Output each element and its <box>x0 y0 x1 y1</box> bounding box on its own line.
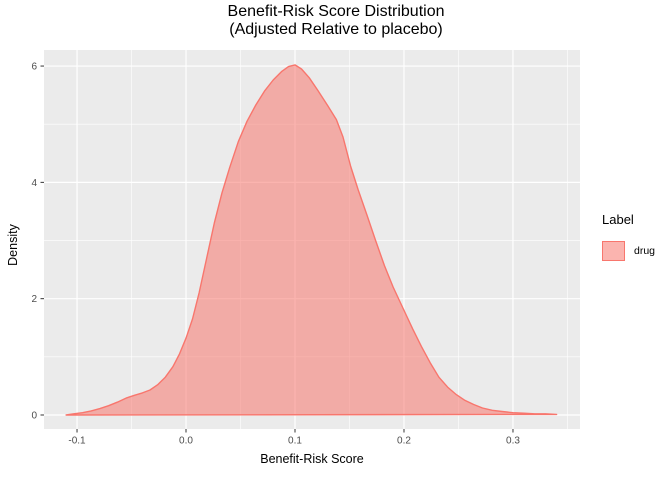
x-tick-label: 0.1 <box>288 436 302 447</box>
y-tick-label: 2 <box>31 294 37 305</box>
legend-key-swatch <box>602 241 625 261</box>
plot-title: Benefit-Risk Score Distribution (Adjuste… <box>0 3 672 39</box>
legend-item-label: drug <box>634 245 656 257</box>
legend-item: drug <box>602 241 655 261</box>
x-tick-label: -0.1 <box>68 436 86 447</box>
x-axis-title: Benefit-Risk Score <box>260 452 364 466</box>
density-area <box>65 64 558 416</box>
y-tick-label: 6 <box>31 62 37 73</box>
y-tick-label: 4 <box>31 178 37 189</box>
x-tick-label: 0.2 <box>397 436 411 447</box>
x-tick-label: 0.0 <box>179 436 193 447</box>
plot-title-line2: (Adjusted Relative to placebo) <box>229 21 443 38</box>
plot-title-line1: Benefit-Risk Score Distribution <box>227 3 445 20</box>
x-tick-label: 0.3 <box>506 436 520 447</box>
legend-title: Label <box>602 212 634 227</box>
legend: Label drug <box>602 212 655 261</box>
y-axis-title: Density <box>6 224 20 266</box>
y-tick-label: 0 <box>31 410 37 421</box>
